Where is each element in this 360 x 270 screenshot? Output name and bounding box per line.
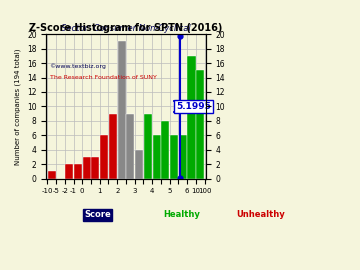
Text: Score: Score [84,210,111,220]
Bar [91,157,99,179]
Text: The Research Foundation of SUNY: The Research Foundation of SUNY [50,75,157,80]
Bar [188,56,195,179]
Bar [65,164,73,179]
Bar [161,121,169,179]
Y-axis label: Number of companies (194 total): Number of companies (194 total) [15,48,22,165]
Text: Unhealthy: Unhealthy [236,210,285,220]
Bar [82,157,91,179]
Bar [179,135,187,179]
Bar [153,135,161,179]
Bar [118,41,126,179]
Bar [170,135,178,179]
Bar [109,114,117,179]
Title: Z-Score Histogram for SPTN (2016): Z-Score Histogram for SPTN (2016) [29,23,222,33]
Text: Sector: Consumer Non-Cyclical: Sector: Consumer Non-Cyclical [61,24,191,33]
Bar [126,114,134,179]
Text: ©www.textbiz.org: ©www.textbiz.org [50,63,107,69]
Bar [100,135,108,179]
Bar [74,164,82,179]
Text: 5.1995: 5.1995 [176,102,211,111]
Text: Healthy: Healthy [163,210,200,220]
Bar [48,171,56,179]
Bar [135,150,143,179]
Bar [144,114,152,179]
Bar [196,70,204,179]
